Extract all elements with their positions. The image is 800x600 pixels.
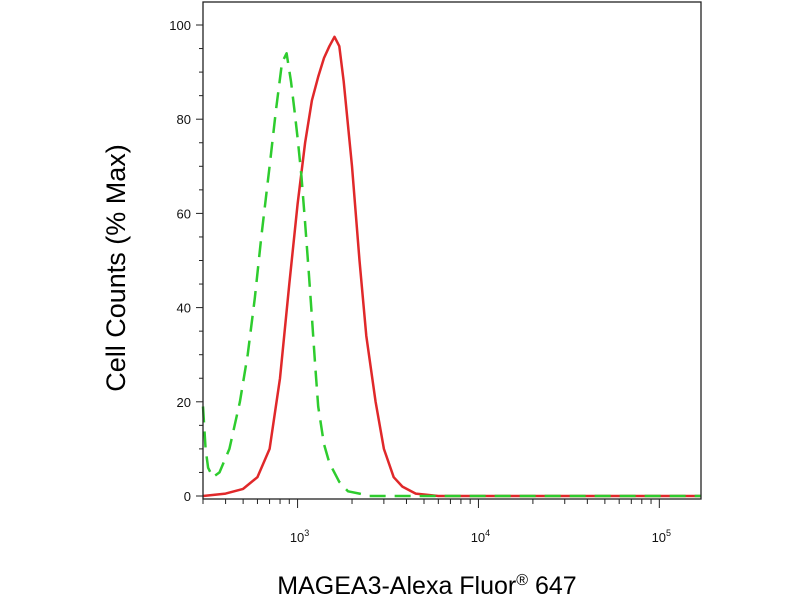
x-axis-title: MAGEA3-Alexa Fluor® 647 bbox=[277, 572, 576, 600]
y-tick-label: 40 bbox=[177, 301, 191, 316]
x-tick-label: 105 bbox=[652, 528, 671, 545]
y-tick-label: 100 bbox=[169, 18, 191, 33]
dashed-histogram-line bbox=[201, 52, 701, 498]
x-tick-label: 103 bbox=[290, 528, 309, 545]
solid-histogram-line bbox=[202, 35, 701, 498]
x-axis: 103 104 105 bbox=[202, 499, 671, 545]
y-tick-label: 80 bbox=[177, 112, 191, 127]
x-axis-title-registered-mark: ® bbox=[516, 572, 528, 589]
x-axis-title-tail: 647 bbox=[528, 572, 577, 600]
x-tick-label: 104 bbox=[471, 528, 490, 545]
x-axis-title-main: MAGEA3-Alexa Fluor bbox=[277, 572, 516, 600]
y-axis: 0 20 40 60 80 100 bbox=[169, 18, 203, 504]
y-axis-title: Cell Counts (% Max) bbox=[101, 144, 131, 392]
plot-marks bbox=[201, 35, 701, 498]
y-tick-label: 20 bbox=[177, 395, 191, 410]
plot-frame bbox=[202, 1, 702, 500]
y-tick-label: 60 bbox=[177, 206, 191, 221]
y-tick-label: 0 bbox=[184, 489, 191, 504]
